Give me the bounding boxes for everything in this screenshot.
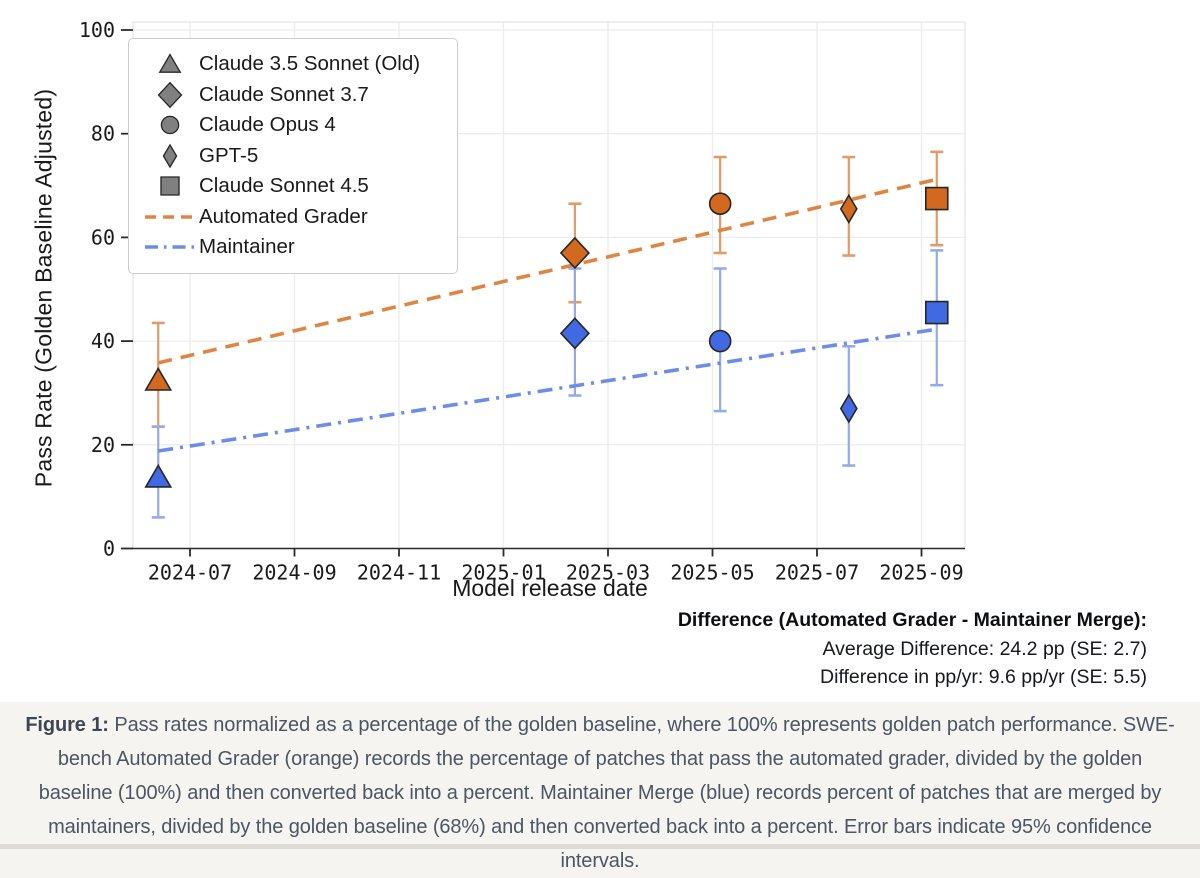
data-point xyxy=(924,300,949,325)
dashed-line-icon xyxy=(141,201,199,233)
legend-item: Automated Grader xyxy=(141,202,443,233)
figure-caption-label: Figure 1: xyxy=(25,714,109,736)
y-axis-label: Pass Rate (Golden Baseline Adjusted) xyxy=(30,88,57,488)
legend-item: Maintainer xyxy=(141,232,443,263)
data-point xyxy=(924,186,949,211)
data-point xyxy=(144,366,173,391)
x-axis-label: Model release date xyxy=(452,575,648,601)
triangle-marker-icon xyxy=(141,48,199,80)
x-tick-label: 2025-03 xyxy=(566,561,650,585)
data-point xyxy=(559,236,590,270)
y-tick-label: 20 xyxy=(91,433,115,457)
legend-item: Claude Sonnet 3.7 xyxy=(141,80,443,111)
x-tick-label: 2024-09 xyxy=(252,561,336,585)
stats-block: Difference (Automated Grader - Maintaine… xyxy=(678,606,1147,692)
x-tick-label: 2024-07 xyxy=(148,561,232,585)
x-tick-label: 2025-09 xyxy=(879,561,963,585)
legend-item-label: Claude 3.5 Sonnet (Old) xyxy=(199,52,421,76)
figure-caption: Figure 1: Pass rates normalized as a per… xyxy=(22,708,1178,878)
data-point xyxy=(708,329,732,353)
diamond-marker-icon xyxy=(141,79,199,111)
y-tick-label: 100 xyxy=(79,18,115,42)
bottom-edge-strip xyxy=(0,844,1200,849)
data-point xyxy=(708,192,732,215)
legend-item: Claude Opus 4 xyxy=(141,110,443,141)
y-tick-label: 40 xyxy=(91,329,115,353)
x-tick-label: 2025-01 xyxy=(461,561,545,585)
chart-legend: Claude 3.5 Sonnet (Old) Claude Sonnet 3.7… xyxy=(128,38,458,274)
data-point xyxy=(839,193,858,224)
legend-item-label: Maintainer xyxy=(199,235,295,259)
thin-diamond-marker-icon xyxy=(141,140,199,172)
data-point xyxy=(839,393,858,424)
data-point xyxy=(144,463,173,488)
circle-marker-icon xyxy=(141,109,199,141)
square-marker-icon xyxy=(141,170,199,202)
dashdot-line-icon xyxy=(141,231,199,263)
y-tick-label: 80 xyxy=(91,122,115,146)
legend-item-label: Claude Sonnet 3.7 xyxy=(199,82,369,106)
stats-average-difference: Average Difference: 24.2 pp (SE: 2.7) xyxy=(822,637,1147,660)
legend-item-label: Automated Grader xyxy=(199,204,368,228)
trend-line-automated-grader xyxy=(157,177,938,365)
legend-item: Claude 3.5 Sonnet (Old) xyxy=(141,49,443,80)
x-tick-label: 2025-07 xyxy=(775,561,859,585)
stats-heading: Difference (Automated Grader - Maintaine… xyxy=(677,609,1147,631)
y-tick-label: 0 xyxy=(103,537,115,561)
y-tick-label: 60 xyxy=(91,225,115,249)
legend-item: GPT-5 xyxy=(141,141,443,172)
legend-item: Claude Sonnet 4.5 xyxy=(141,171,443,202)
legend-item-label: GPT-5 xyxy=(199,143,259,167)
stats-difference-per-year: Difference in pp/yr: 9.6 pp/yr (SE: 5.5) xyxy=(820,666,1147,688)
x-tick-label: 2025-05 xyxy=(670,561,754,585)
legend-item-label: Claude Sonnet 4.5 xyxy=(199,174,369,198)
trend-line-maintainer xyxy=(157,327,938,453)
data-point xyxy=(559,317,590,350)
x-tick-label: 2024-11 xyxy=(357,561,441,585)
legend-item-label: Claude Opus 4 xyxy=(199,113,336,137)
